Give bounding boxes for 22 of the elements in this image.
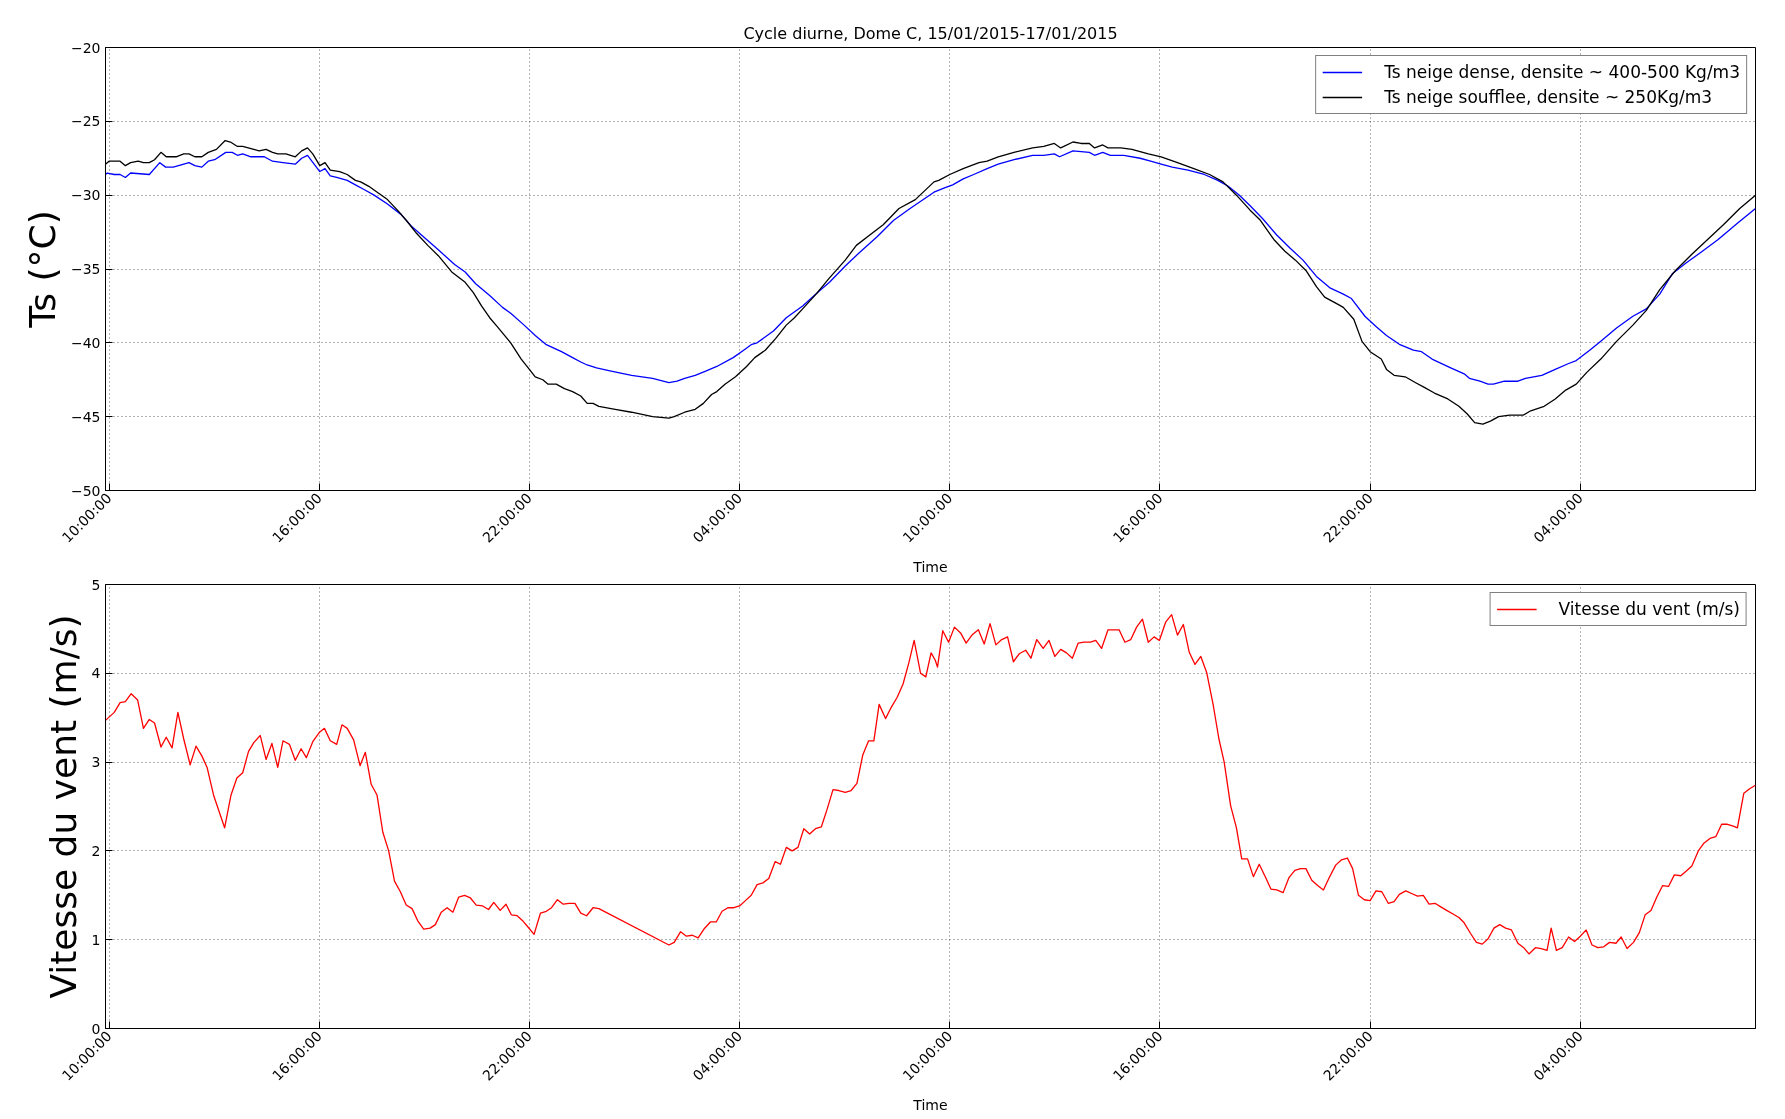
legend-label: Vitesse du vent (m/s)	[1558, 599, 1740, 619]
y-tick-label: 5	[91, 576, 101, 593]
y-tick-label: −50	[70, 482, 101, 499]
chart-title: Cycle diurne, Dome C, 15/01/2015-17/01/2015	[743, 23, 1118, 43]
y-tick-label: 4	[91, 665, 101, 682]
y-tick-label: 0	[91, 1020, 101, 1037]
y-tick-label: −40	[70, 334, 101, 351]
y-tick-label: −25	[70, 113, 101, 130]
y-tick-label: −20	[70, 39, 101, 56]
y-tick-label: 1	[91, 931, 101, 948]
y-tick-label: −35	[70, 261, 101, 277]
y-tick-label: −30	[70, 187, 101, 204]
y-tick-label: −45	[70, 408, 101, 425]
y-axis-title: Ts (°C)	[21, 210, 63, 329]
x-axis-title: Time	[912, 1097, 948, 1114]
y-tick-label: 2	[91, 842, 101, 859]
line-series	[105, 150, 1756, 385]
y-tick-label: 3	[91, 754, 101, 771]
legend-label: Ts neige soufflee, densite ~ 250Kg/m3	[1384, 87, 1713, 107]
legend-label: Ts neige dense, densite ~ 400-500 Kg/m3	[1384, 62, 1740, 82]
y-axis-title: Vitesse du vent (m/s)	[42, 614, 84, 999]
x-axis-title: Time	[912, 559, 948, 576]
